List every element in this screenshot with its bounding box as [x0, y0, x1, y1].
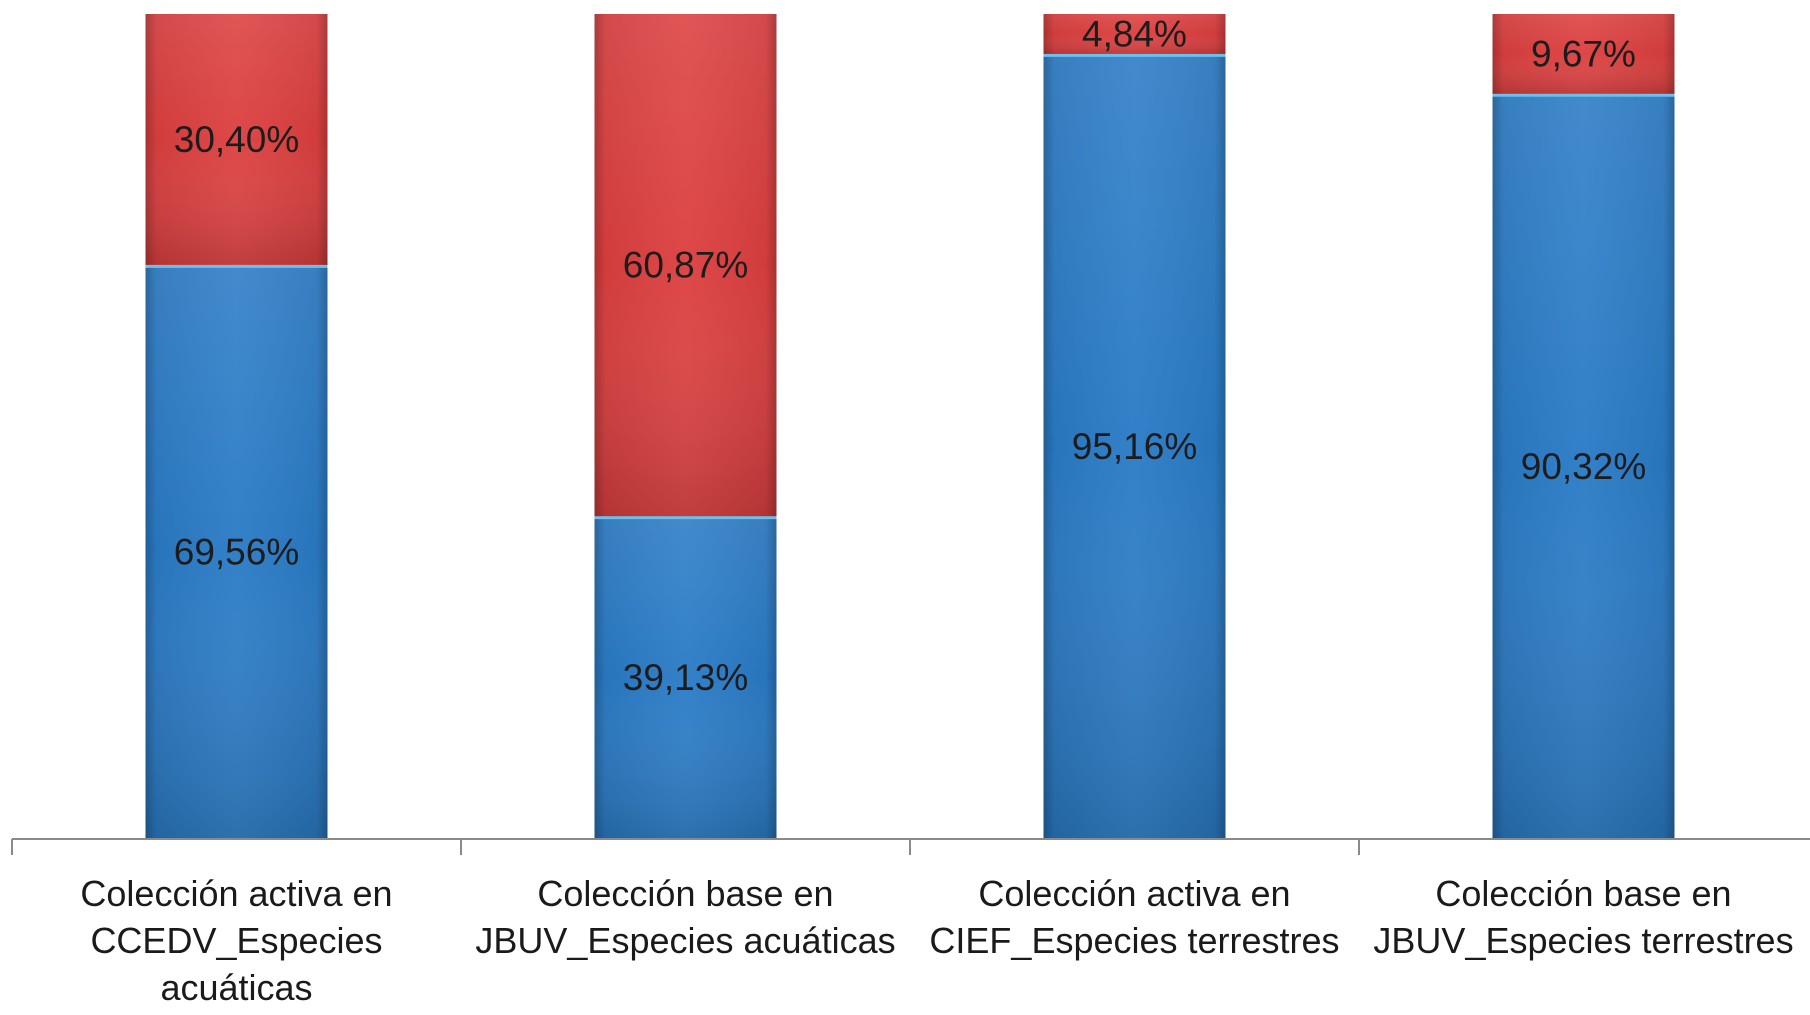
data-labels-group: 69,56% 30,40% 39,13% 60,87% 95,16% 4,84% 90,32…: [174, 13, 1647, 698]
bar-shading: [594, 516, 777, 839]
category-label: Colección base en JBUV_Especies acuática…: [475, 873, 896, 961]
bar-shading: [145, 264, 328, 839]
bar-shading: [145, 14, 328, 265]
bar-shading: [1043, 53, 1226, 840]
data-label: 60,87%: [623, 245, 749, 286]
data-label: 9,67%: [1531, 33, 1636, 74]
data-label: 95,16%: [1072, 426, 1198, 467]
bar-shading: [1492, 14, 1675, 94]
data-label: 30,40%: [174, 119, 300, 160]
category-label: Colección activa en CCEDV_Especies acuát…: [80, 873, 393, 1008]
data-label: 69,56%: [174, 531, 300, 572]
x-axis: [11, 838, 1810, 855]
bar-shading: [1492, 93, 1675, 840]
category-label: Colección base en JBUV_Especies terrestr…: [1373, 873, 1794, 961]
bar-shading: [1043, 14, 1226, 54]
data-label: 4,84%: [1082, 13, 1187, 54]
data-label: 90,32%: [1521, 446, 1647, 487]
bars-group: [145, 14, 1675, 840]
category-label: Colección activa en CIEF_Especies terres…: [929, 873, 1340, 961]
bar-shading: [594, 14, 777, 517]
data-label: 39,13%: [623, 657, 749, 698]
